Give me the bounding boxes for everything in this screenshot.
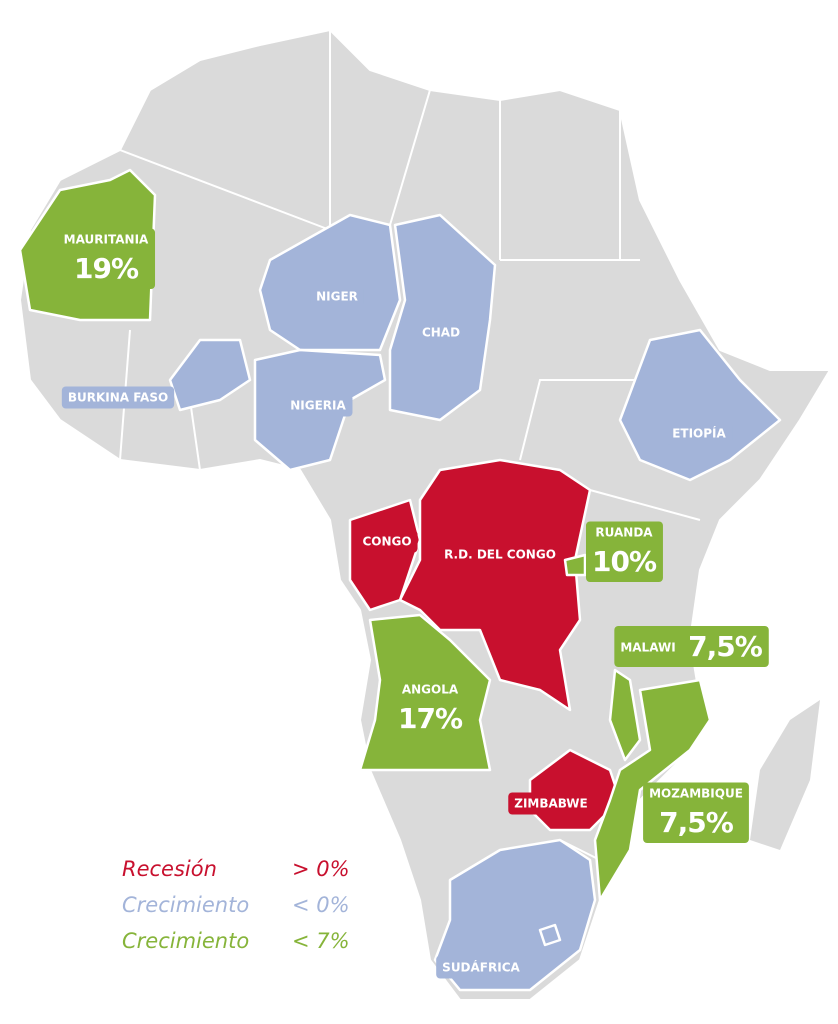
label-badge bbox=[666, 421, 733, 445]
country-label: NIGER bbox=[310, 285, 364, 308]
congo-area bbox=[348, 498, 422, 612]
country-value: 19% bbox=[74, 252, 139, 285]
country-label: R.D. DEL CONGO bbox=[438, 543, 562, 566]
legend-threshold: > 0% bbox=[292, 857, 350, 881]
malawi-area bbox=[608, 668, 642, 762]
country-value: 7,5% bbox=[659, 806, 734, 839]
country-value: 10% bbox=[592, 545, 657, 578]
country-label: ZIMBABWE bbox=[508, 792, 594, 815]
label-badge bbox=[508, 792, 594, 815]
legend-name: Crecimiento bbox=[122, 929, 249, 953]
legend-threshold: < 0% bbox=[292, 893, 350, 917]
country-name: RUANDA bbox=[595, 526, 653, 540]
country-label: ANGOLA 17% bbox=[391, 678, 469, 739]
label-badge bbox=[57, 228, 156, 289]
rwanda-area bbox=[563, 553, 587, 577]
label-badge bbox=[415, 321, 467, 344]
legend-name: Crecimiento bbox=[122, 893, 249, 917]
legend: Recesión > 0% Crecimiento < 0% Crecimiento < … bbox=[122, 857, 350, 953]
label-badge bbox=[585, 521, 663, 582]
country-label: SUDÁFRICA bbox=[436, 955, 527, 979]
country-value: 17% bbox=[398, 702, 463, 735]
country-label: MALAWI 7,5% bbox=[614, 626, 769, 667]
label-badge bbox=[284, 394, 353, 417]
drc-area bbox=[398, 458, 592, 712]
country-name: R.D. DEL CONGO bbox=[444, 548, 556, 562]
south-africa-area bbox=[433, 838, 597, 992]
country-label: MOZAMBIQUE 7,5% bbox=[643, 782, 749, 843]
ethiopia-area bbox=[618, 328, 782, 482]
label-badge bbox=[438, 543, 562, 566]
label-badge bbox=[643, 782, 749, 843]
country-name: ANGOLA bbox=[402, 683, 459, 697]
label-badge bbox=[391, 678, 469, 739]
label-badge bbox=[356, 530, 418, 553]
country-label: ETIOPÍA bbox=[666, 421, 733, 445]
country-value: 7,5% bbox=[688, 630, 763, 663]
country-name: NIGERIA bbox=[290, 399, 346, 413]
madagascar bbox=[750, 700, 820, 850]
border bbox=[119, 30, 701, 861]
labels: MAURITANIA 19% NIGER CHAD NIGERIA BURKINA FAS… bbox=[57, 228, 769, 979]
country-label: NIGERIA bbox=[284, 394, 353, 417]
legend-name: Recesión bbox=[122, 857, 217, 881]
country-label: CHAD bbox=[415, 321, 467, 344]
country-name: MALAWI bbox=[620, 641, 675, 655]
country-name: CHAD bbox=[422, 326, 460, 340]
country-name: BURKINA FASO bbox=[68, 391, 168, 405]
legend-threshold: < 7% bbox=[292, 929, 350, 953]
label-badge bbox=[614, 626, 769, 667]
country-name: ETIOPÍA bbox=[672, 426, 726, 441]
label-badge bbox=[61, 386, 175, 409]
country-name: MAURITANIA bbox=[64, 233, 149, 247]
country-label: MAURITANIA 19% bbox=[57, 228, 156, 289]
country-label: CONGO bbox=[356, 530, 418, 553]
country-name: ZIMBABWE bbox=[514, 797, 587, 811]
country-name: SUDÁFRICA bbox=[442, 960, 520, 975]
label-badge bbox=[310, 285, 364, 308]
country-label: RUANDA 10% bbox=[585, 521, 663, 582]
niger-area bbox=[258, 213, 402, 352]
burkina-faso-area bbox=[168, 338, 252, 412]
chad-area bbox=[388, 213, 497, 422]
mozambique-area bbox=[593, 678, 712, 902]
country-name: NIGER bbox=[316, 290, 358, 304]
country-name: CONGO bbox=[362, 535, 411, 549]
country-name: MOZAMBIQUE bbox=[649, 787, 743, 801]
label-badge bbox=[436, 955, 527, 979]
country-label: BURKINA FASO bbox=[61, 386, 175, 409]
